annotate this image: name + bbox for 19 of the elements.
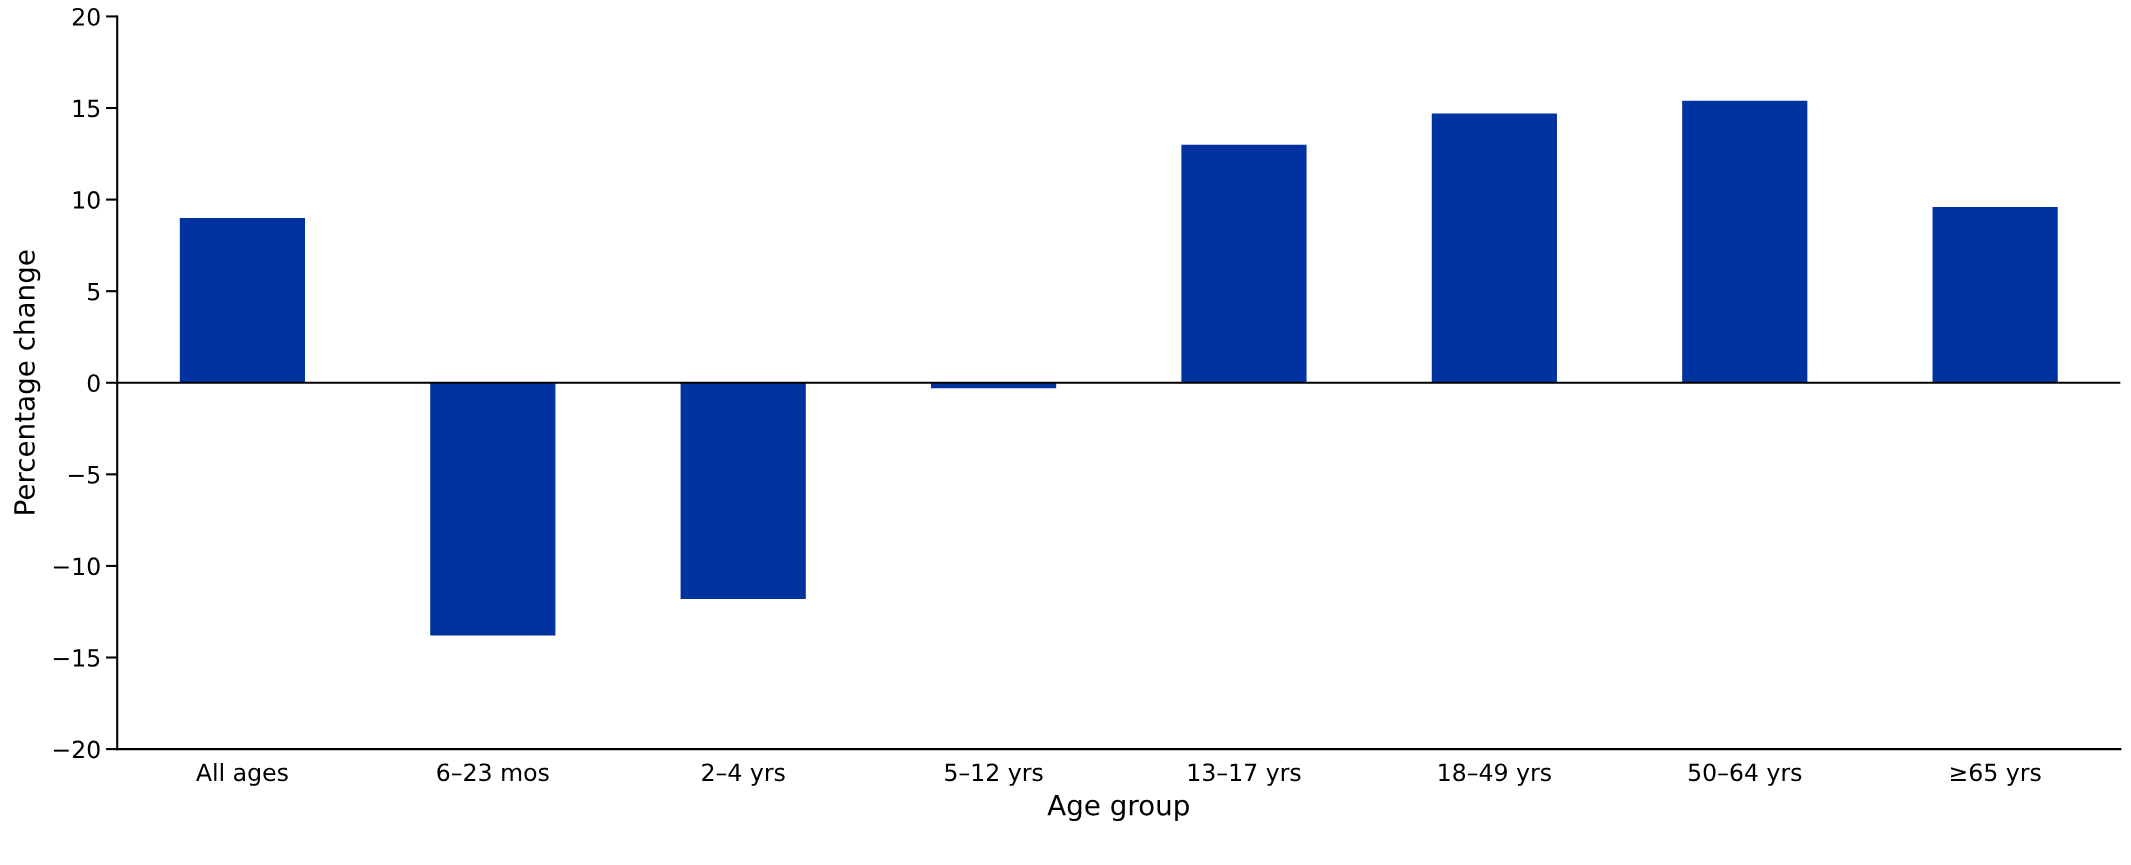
x-tick-label: All ages bbox=[196, 762, 288, 786]
x-tick-label: 50–64 yrs bbox=[1688, 763, 1802, 786]
y-tick-label: −20 bbox=[53, 740, 100, 759]
y-tick-label: −10 bbox=[53, 557, 100, 576]
x-tick-label: 6–23 mos bbox=[437, 763, 549, 782]
x-axis-title: Age group bbox=[1047, 795, 1189, 822]
y-tick-label: 20 bbox=[72, 7, 100, 26]
y-tick-label: −15 bbox=[53, 649, 100, 667]
y-tick-label: 15 bbox=[73, 99, 100, 118]
x-tick-label: ≥65 yrs bbox=[1950, 763, 2041, 786]
x-tick-label: 2–4 yrs bbox=[702, 763, 785, 786]
y-tick-label: 0 bbox=[87, 374, 100, 393]
y-tick-label: 10 bbox=[73, 191, 100, 209]
y-axis-title: Percentage change bbox=[13, 250, 41, 514]
y-tick-label: 5 bbox=[88, 282, 100, 301]
x-tick-label: 13–17 yrs bbox=[1188, 763, 1301, 786]
x-tick-label: 18–49 yrs bbox=[1439, 763, 1551, 786]
x-tick-label: 5–12 yrs bbox=[945, 763, 1043, 786]
y-tick-label: −5 bbox=[68, 466, 100, 484]
